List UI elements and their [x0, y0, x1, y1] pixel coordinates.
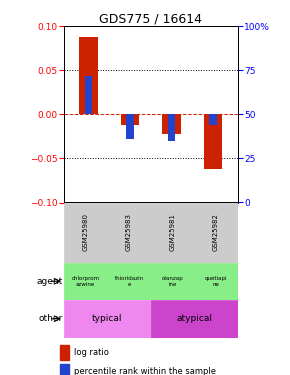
Text: olanzap
ine: olanzap ine	[162, 276, 184, 286]
Title: GDS775 / 16614: GDS775 / 16614	[99, 12, 202, 25]
Text: chlorprom
azwine: chlorprom azwine	[72, 276, 99, 286]
Bar	[60, 345, 69, 360]
Bar	[79, 37, 98, 114]
Text: percentile rank within the sample: percentile rank within the sample	[74, 367, 216, 375]
Text: thioridazin
e: thioridazin e	[115, 276, 144, 286]
Bar	[168, 114, 175, 141]
FancyBboxPatch shape	[194, 262, 238, 300]
FancyBboxPatch shape	[107, 202, 151, 262]
Text: other: other	[39, 314, 63, 323]
Bar	[209, 114, 217, 125]
Bar	[85, 76, 93, 114]
FancyBboxPatch shape	[64, 262, 107, 300]
Text: atypical: atypical	[176, 314, 212, 323]
Text: log ratio: log ratio	[74, 348, 109, 357]
Text: GSM25980: GSM25980	[83, 213, 88, 252]
FancyBboxPatch shape	[107, 262, 151, 300]
Text: GSM25982: GSM25982	[213, 213, 219, 251]
Bar	[121, 114, 139, 125]
FancyBboxPatch shape	[194, 202, 238, 262]
Text: quetiapi
ne: quetiapi ne	[205, 276, 227, 286]
FancyBboxPatch shape	[151, 262, 194, 300]
FancyBboxPatch shape	[64, 300, 151, 338]
FancyBboxPatch shape	[151, 202, 194, 262]
Bar	[204, 114, 222, 169]
FancyBboxPatch shape	[64, 202, 107, 262]
Text: GSM25981: GSM25981	[170, 213, 175, 252]
Bar	[126, 114, 134, 139]
Text: agent: agent	[37, 277, 63, 286]
Text: typical: typical	[92, 314, 123, 323]
FancyBboxPatch shape	[151, 300, 238, 338]
Bar	[162, 114, 181, 134]
Bar	[60, 364, 69, 375]
Text: GSM25983: GSM25983	[126, 213, 132, 252]
